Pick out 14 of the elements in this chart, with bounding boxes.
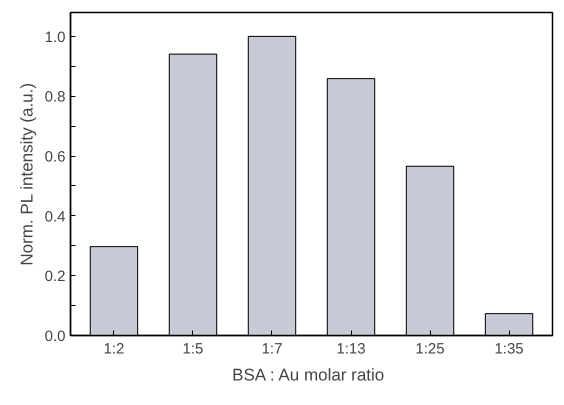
y-tick-label: 0.8 xyxy=(44,88,66,106)
x-tick-label: 1:25 xyxy=(415,340,445,358)
y-tick-label: 0.0 xyxy=(44,328,66,345)
x-tick-label: 1:13 xyxy=(336,340,366,358)
x-tick-label: 1:2 xyxy=(104,340,124,358)
x-tick-label: 1:7 xyxy=(262,340,282,358)
y-axis-title: Norm. PL intensity (a.u.) xyxy=(18,82,37,266)
y-tick-label: 0.6 xyxy=(44,148,66,166)
x-tick-label: 1:5 xyxy=(182,340,204,358)
y-tick-label: 1.0 xyxy=(44,28,66,46)
y-tick-label: 0.2 xyxy=(44,268,66,286)
y-tick-label: 0.4 xyxy=(44,208,66,226)
x-tick-label: 1:35 xyxy=(494,340,524,358)
x-axis-title: BSA : Au molar ratio xyxy=(232,366,384,384)
